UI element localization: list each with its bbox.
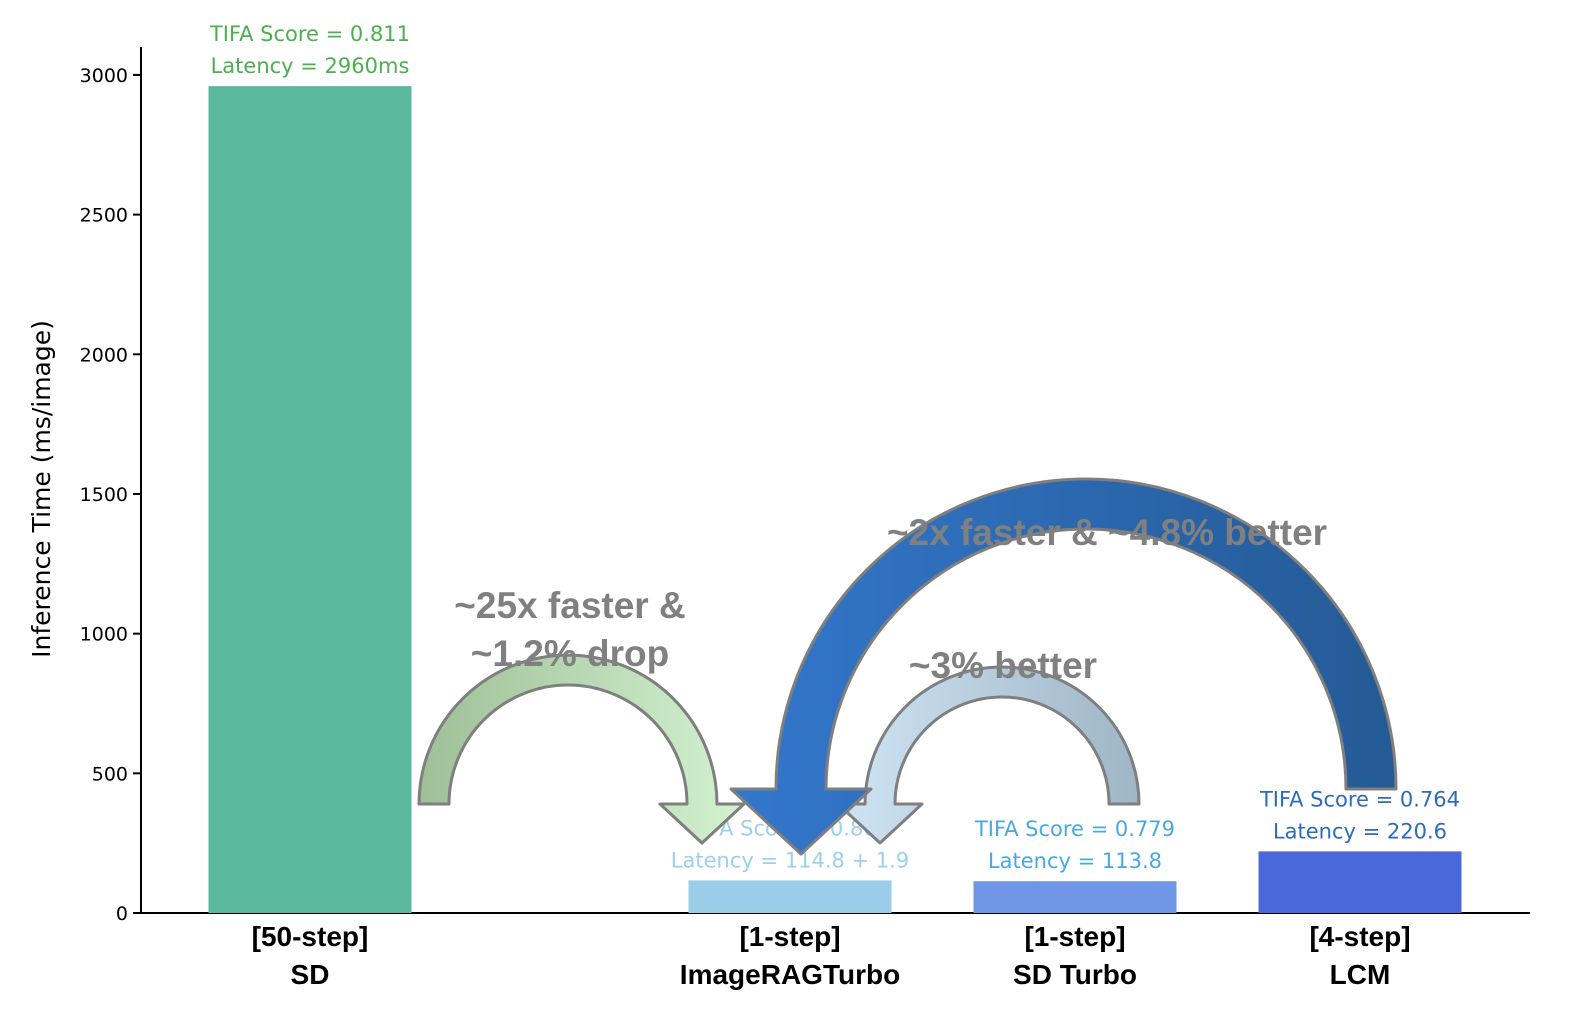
comparison-label: ~25x faster & — [454, 585, 685, 626]
category-label: SD Turbo — [1013, 959, 1137, 990]
y-tick-label: 500 — [92, 763, 128, 785]
bar-annotation-score: TIFA Score = 0.811 — [209, 22, 410, 46]
category-label: LCM — [1330, 959, 1391, 990]
y-axis-ticks: 0 500 1000 1500 2000 2500 3000 — [80, 65, 141, 925]
category-label: SD — [291, 959, 330, 990]
bar-annotations: TIFA Score = 0.811 Latency = 2960ms TIFA S… — [209, 22, 1460, 873]
bars — [208, 86, 1462, 913]
bar-annotation-score: TIFA Score = 0.779 — [974, 817, 1175, 841]
bar — [973, 881, 1177, 913]
bar-annotation-latency: Latency = 114.8 + 1.9 — [671, 848, 909, 872]
comparison-labels: ~25x faster & ~1.2% drop ~3% better ~2x fas… — [454, 512, 1327, 686]
y-tick-label: 1000 — [80, 624, 128, 646]
category-label: [50-step] — [252, 921, 369, 952]
bar-annotation-latency: Latency = 2960ms — [211, 54, 410, 78]
bar-annotation-latency: Latency = 113.8 — [988, 849, 1162, 873]
comparison-label: ~3% better — [909, 645, 1097, 686]
category-labels: [50-step] SD [1-step] ImageRAGTurbo [1-step]… — [252, 921, 1411, 990]
comparison-arrow — [417, 653, 746, 845]
y-tick-label: 0 — [116, 903, 128, 925]
y-axis-label: Inference Time (ms/image) — [27, 320, 56, 658]
bar-annotation-score: TIFA Score = 0.764 — [1259, 787, 1460, 811]
comparison-arrows — [417, 477, 1398, 856]
y-tick-label: 2000 — [80, 344, 128, 366]
bar — [1258, 851, 1462, 913]
category-label: [4-step] — [1309, 921, 1410, 952]
category-label: [1-step] — [1024, 921, 1125, 952]
comparison-label: ~2x faster & ~4.8% better — [887, 512, 1327, 553]
comparison-arrow — [836, 665, 1141, 845]
bar-annotation-latency: Latency = 220.6 — [1273, 819, 1447, 843]
category-label: [1-step] — [739, 921, 840, 952]
category-label: ImageRAGTurbo — [680, 959, 900, 990]
y-tick-label: 1500 — [80, 484, 128, 506]
y-tick-label: 2500 — [80, 205, 128, 227]
y-tick-label: 3000 — [80, 65, 128, 87]
bar — [688, 880, 892, 913]
comparison-label: ~1.2% drop — [471, 633, 669, 674]
bar — [208, 86, 412, 913]
comparison-arrow — [729, 477, 1398, 856]
